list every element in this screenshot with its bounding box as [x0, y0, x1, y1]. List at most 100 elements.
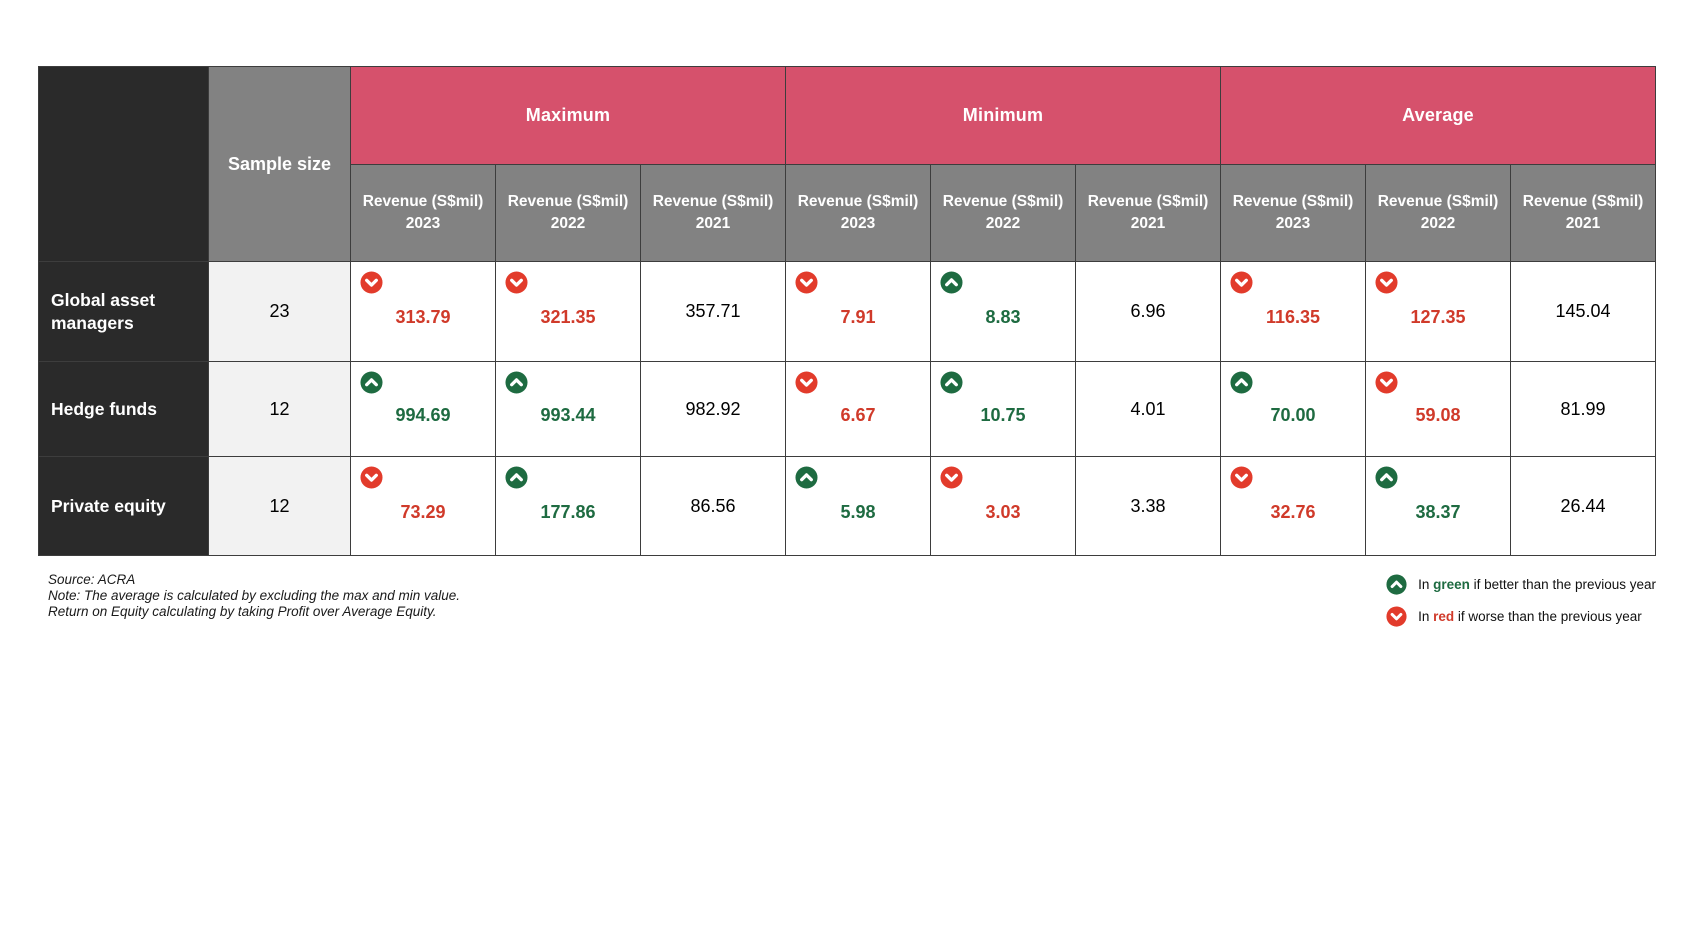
column-header-max-2023: Revenue (S$mil) 2023: [350, 164, 496, 262]
value-cell: 127.35: [1365, 261, 1511, 362]
column-header-min-2021: Revenue (S$mil) 2021: [1075, 164, 1221, 262]
cell-value: 38.37: [1415, 501, 1461, 522]
arrow-up-circle-icon: [505, 371, 528, 394]
legend-text: In green if better than the previous yea…: [1418, 577, 1656, 592]
cell-value: 6.96: [1130, 301, 1166, 321]
arrow-up-circle-icon: [1230, 371, 1253, 394]
table-row-global-asset-managers: Global asset managers 23 313.79 321.35 3…: [38, 261, 1656, 362]
cell-value: 127.35: [1410, 307, 1466, 327]
sample-size-cell: 12: [208, 361, 351, 457]
cell-value: 8.83: [985, 307, 1021, 327]
value-cell: 116.35: [1220, 261, 1366, 362]
value-cell: 313.79: [350, 261, 496, 362]
arrow-down-circle-icon: [795, 271, 818, 294]
column-header-avg-2021: Revenue (S$mil) 2021: [1510, 164, 1656, 262]
cell-value: 145.04: [1555, 301, 1611, 321]
arrow-down-circle-icon: [360, 271, 383, 294]
cell-value: 321.35: [540, 307, 596, 327]
cell-value: 59.08: [1415, 404, 1461, 425]
value-cell: 3.38: [1075, 456, 1221, 556]
legend-item-worse: In red if worse than the previous year: [1386, 606, 1656, 627]
value-cell: 73.29: [350, 456, 496, 556]
value-cell: 177.86: [495, 456, 641, 556]
sample-size-cell: 23: [208, 261, 351, 362]
value-cell: 145.04: [1510, 261, 1656, 362]
arrow-down-circle-icon: [1230, 466, 1253, 489]
row-label: Private equity: [38, 456, 209, 556]
arrow-down-circle-icon: [1230, 271, 1253, 294]
arrow-up-circle-icon: [505, 466, 528, 489]
cell-value: 3.38: [1130, 495, 1166, 516]
legend-text: In red if worse than the previous year: [1418, 609, 1642, 624]
cell-value: 81.99: [1560, 398, 1606, 419]
group-header-minimum: Minimum: [785, 66, 1221, 165]
corner-cell: [38, 66, 209, 262]
value-cell: 7.91: [785, 261, 931, 362]
sample-size-header: Sample size: [208, 66, 351, 262]
value-cell: 32.76: [1220, 456, 1366, 556]
cell-value: 994.69: [395, 404, 451, 425]
column-header-max-2022: Revenue (S$mil) 2022: [495, 164, 641, 262]
cell-value: 357.71: [685, 301, 741, 321]
cell-value: 177.86: [540, 501, 596, 522]
arrow-down-circle-icon: [795, 371, 818, 394]
value-cell: 357.71: [640, 261, 786, 362]
legend-prefix: In: [1418, 609, 1434, 624]
legend-rest: if better than the previous year: [1469, 577, 1656, 592]
value-cell: 26.44: [1510, 456, 1656, 556]
group-header-average: Average: [1220, 66, 1656, 165]
arrow-up-circle-icon: [1375, 466, 1398, 489]
legend-color-word: red: [1433, 609, 1455, 624]
source-note: Source: ACRA: [48, 572, 136, 587]
value-cell: 982.92: [640, 361, 786, 457]
row-label: Global asset managers: [38, 261, 209, 362]
cell-value: 5.98: [840, 501, 876, 522]
value-cell: 81.99: [1510, 361, 1656, 457]
legend-prefix: In: [1418, 577, 1434, 592]
arrow-up-circle-icon: [1386, 574, 1407, 595]
group-header-row: Sample size Maximum Minimum Average: [38, 66, 1656, 262]
arrow-up-circle-icon: [940, 371, 963, 394]
cell-value: 26.44: [1560, 495, 1606, 516]
cell-value: 86.56: [690, 495, 736, 516]
value-cell: 70.00: [1220, 361, 1366, 457]
cell-value: 116.35: [1265, 307, 1321, 327]
arrow-up-circle-icon: [795, 466, 818, 489]
group-header-maximum: Maximum: [350, 66, 786, 165]
value-cell: 321.35: [495, 261, 641, 362]
column-header-avg-2023: Revenue (S$mil) 2023: [1220, 164, 1366, 262]
average-note: Note: The average is calculated by exclu…: [48, 587, 460, 603]
row-label: Hedge funds: [38, 361, 209, 457]
arrow-down-circle-icon: [1375, 371, 1398, 394]
value-cell: 4.01: [1075, 361, 1221, 457]
cell-value: 4.01: [1130, 398, 1166, 419]
value-cell: 59.08: [1365, 361, 1511, 457]
cell-value: 982.92: [685, 398, 741, 419]
arrow-down-circle-icon: [505, 271, 528, 294]
cell-value: 6.67: [840, 404, 876, 425]
legend-item-better: In green if better than the previous yea…: [1386, 574, 1656, 595]
arrow-down-circle-icon: [360, 466, 383, 489]
arrow-up-circle-icon: [940, 271, 963, 294]
arrow-up-circle-icon: [360, 371, 383, 394]
value-cell: 6.67: [785, 361, 931, 457]
column-header-avg-2022: Revenue (S$mil) 2022: [1365, 164, 1511, 262]
revenue-statistics-table: Sample size Maximum Minimum Average Reve…: [38, 66, 1656, 556]
value-cell: 38.37: [1365, 456, 1511, 556]
cell-value: 32.76: [1270, 501, 1316, 522]
cell-value: 3.03: [985, 501, 1021, 522]
table-row-hedge-funds: Hedge funds 12 994.69 993.44 982.92 6.67…: [38, 361, 1656, 457]
legend-color-word: green: [1433, 577, 1470, 592]
value-cell: 994.69: [350, 361, 496, 457]
legend-rest: if worse than the previous year: [1454, 609, 1642, 624]
legend: In green if better than the previous yea…: [1386, 574, 1656, 638]
roe-note: Return on Equity calculating by taking P…: [48, 603, 437, 619]
sample-size-cell: 12: [208, 456, 351, 556]
cell-value: 73.29: [400, 501, 446, 522]
cell-value: 993.44: [540, 404, 596, 425]
arrow-down-circle-icon: [940, 466, 963, 489]
arrow-down-circle-icon: [1386, 606, 1407, 627]
value-cell: 5.98: [785, 456, 931, 556]
value-cell: 6.96: [1075, 261, 1221, 362]
